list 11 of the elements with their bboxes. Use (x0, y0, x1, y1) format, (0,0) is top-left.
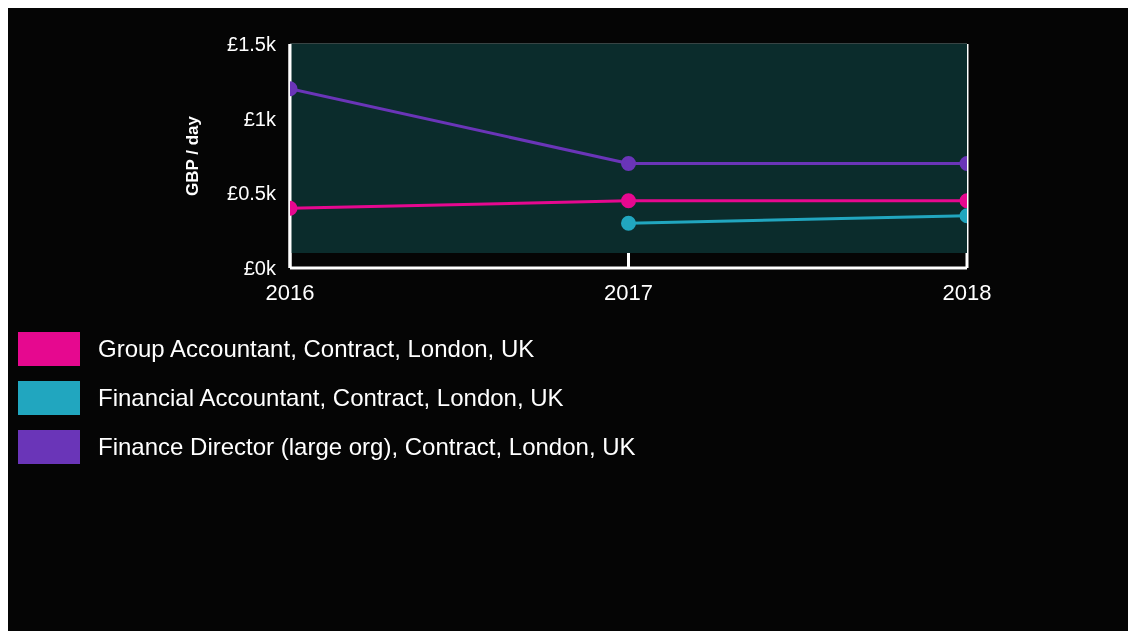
x-tick-label: 2018 (942, 279, 992, 305)
y-tick-label: £1k (243, 107, 277, 130)
x-tick-label: 2017 (604, 279, 653, 305)
legend-label: Finance Director (large org), Contract, London, UK (98, 432, 636, 461)
y-axis-title: GBP / day (183, 115, 203, 196)
legend-label: Financial Accountant, Contract, London, UK (98, 383, 564, 412)
y-tick-label: £1.5k (227, 33, 277, 56)
y-tick-label: £0k (243, 257, 277, 280)
y-tick-label: £0.5k (227, 182, 277, 205)
legend-label: Group Accountant, Contract, London, UK (98, 334, 535, 363)
x-tick-label: 2016 (265, 279, 315, 305)
